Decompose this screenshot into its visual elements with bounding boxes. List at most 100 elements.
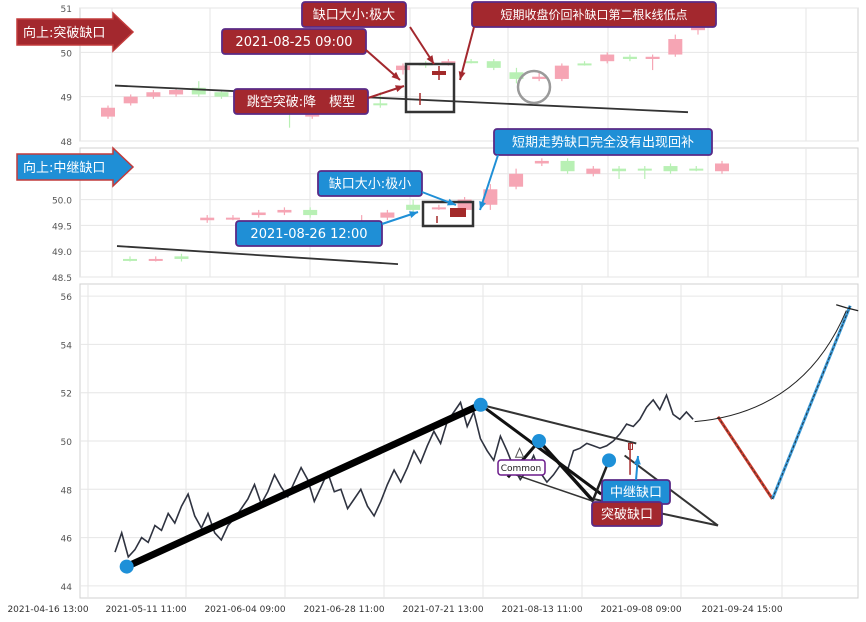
arrow-gap-size-mid-head — [447, 198, 456, 206]
arrow-gap-time-top-head — [391, 71, 400, 80]
gap-tick — [627, 442, 633, 450]
arrow-no-fill-head — [479, 201, 486, 210]
tag-breakout-text: 向上:突破缺口 — [23, 25, 105, 41]
y-tick-label: 52 — [61, 390, 72, 400]
candle-body — [277, 209, 292, 213]
callout-gap-time-mid: 2021-08-26 12:00 — [235, 220, 383, 247]
y-tick-label: 50.0 — [52, 197, 72, 207]
candle-body — [396, 65, 410, 71]
zigzag-leg — [480, 403, 637, 445]
candle-body — [225, 217, 240, 220]
candle-body — [577, 63, 592, 66]
common-marker — [514, 447, 525, 458]
zigzag-leg — [623, 454, 719, 527]
candle-body — [123, 258, 137, 261]
line-panel: 44 46 48 50 52 54 56 2021-04-16 13:00 2021-05-11… — [7, 283, 859, 615]
x-tick-label: 2021-06-28 11:00 — [303, 605, 384, 615]
y-tick-label: 48 — [61, 486, 73, 496]
callout-close-fill: 短期收盘价回补缺口第二根k线低点 — [471, 1, 717, 28]
candle-body — [715, 163, 729, 172]
arrow-breakout-head — [395, 85, 404, 92]
candle-body — [148, 258, 163, 261]
callout-gap-time-mid-box — [235, 220, 383, 247]
callout-close-fill-text: 短期收盘价回补缺口第二根k线低点 — [501, 7, 688, 22]
trend-line — [116, 245, 399, 265]
arrow-relay-gap-head — [633, 456, 641, 465]
tag-breakout: 向上:突破缺口 — [16, 11, 135, 53]
callout-gap-time-mid-text: 2021-08-26 12:00 — [250, 227, 367, 242]
callout-breakout-text: 跳空突破:降 楔型 — [247, 94, 355, 110]
tag-breakout-shape — [16, 11, 135, 53]
zigzag-leg — [125, 401, 483, 570]
callout-breakout: 跳空突破:降 楔型 — [233, 88, 369, 115]
top-gap-marks — [404, 62, 552, 114]
candle-body — [200, 217, 215, 221]
candle-body — [586, 168, 601, 174]
candle-body — [534, 160, 549, 164]
y-tick-label: 46 — [61, 535, 73, 545]
pivot-dot — [602, 453, 617, 468]
gap-box — [404, 62, 456, 114]
candle-body — [406, 204, 421, 210]
callout-gap-size-mid-box — [317, 170, 423, 197]
callout-breakout-gap-text: 突破缺口 — [601, 507, 653, 523]
panel-frame — [79, 147, 859, 278]
candle-body — [251, 212, 266, 216]
candle-body — [214, 92, 229, 97]
callout-relay-gap: 中继缺口 — [601, 479, 671, 505]
y-tick-label: 54 — [61, 341, 73, 351]
candle-body — [668, 39, 683, 55]
candle-body — [509, 173, 524, 187]
projection-down-dash — [717, 416, 773, 500]
common-text: Common — [501, 464, 542, 474]
zigzag-leg — [537, 439, 595, 503]
candle-body — [622, 56, 637, 59]
y-tick-label: 56 — [61, 293, 73, 303]
candle-panel-middle: 48.549.049.550.050.5 — [52, 147, 859, 284]
pivot-dot — [473, 397, 488, 412]
candle-panel-top: 48 49 50 51 — [61, 5, 859, 148]
candle-body — [457, 199, 472, 210]
candle-body — [600, 54, 615, 62]
pivot-dot — [119, 559, 134, 574]
callout-no-fill-box — [493, 128, 713, 156]
candle-body — [532, 76, 547, 79]
projection-arc — [694, 310, 847, 423]
zigzag-leg — [479, 403, 603, 496]
x-tick-label: 2021-05-11 11:00 — [105, 605, 186, 615]
tag-relay-shape — [16, 146, 135, 188]
candle-body — [509, 72, 524, 79]
projection-up — [771, 305, 852, 500]
callout-gap-size-mid: 缺口大小:极小 — [317, 170, 423, 197]
candle-body — [560, 160, 575, 172]
y-tick-label: 50 — [61, 49, 73, 59]
candle-body — [191, 87, 206, 95]
callout-no-fill-text: 短期走势缺口完全没有出现回补 — [512, 135, 694, 151]
candle-body — [146, 92, 161, 97]
callout-close-fill-box — [471, 1, 717, 28]
x-tick-label: 2021-09-24 15:00 — [701, 605, 782, 615]
pivot-dot — [532, 434, 547, 448]
callout-gap-size-mid-text: 缺口大小:极小 — [329, 177, 411, 192]
arrow-close-fill-head — [458, 71, 466, 80]
gap-candle-after — [450, 208, 466, 217]
common-label: Common — [497, 447, 546, 476]
arrow-close-fill — [459, 26, 475, 81]
y-tick-label: 51 — [61, 5, 72, 15]
candle-body — [637, 168, 652, 171]
price-line — [114, 392, 694, 559]
x-tick-label: 2021-04-16 13:00 — [7, 605, 88, 615]
y-tick-label: 48.5 — [52, 274, 72, 284]
candle-body — [303, 209, 318, 216]
common-box — [497, 459, 546, 476]
callout-gap-time-top-box — [221, 28, 367, 55]
candle-body — [380, 212, 395, 218]
candle-body — [441, 61, 456, 64]
panel-frame — [79, 7, 859, 142]
tag-relay-text: 向上:中继缺口 — [23, 160, 105, 176]
callout-breakout-gap: 突破缺口 — [591, 501, 663, 527]
callout-gap-time-top-text: 2021-08-25 09:00 — [235, 35, 352, 50]
projection-tip — [836, 304, 859, 312]
